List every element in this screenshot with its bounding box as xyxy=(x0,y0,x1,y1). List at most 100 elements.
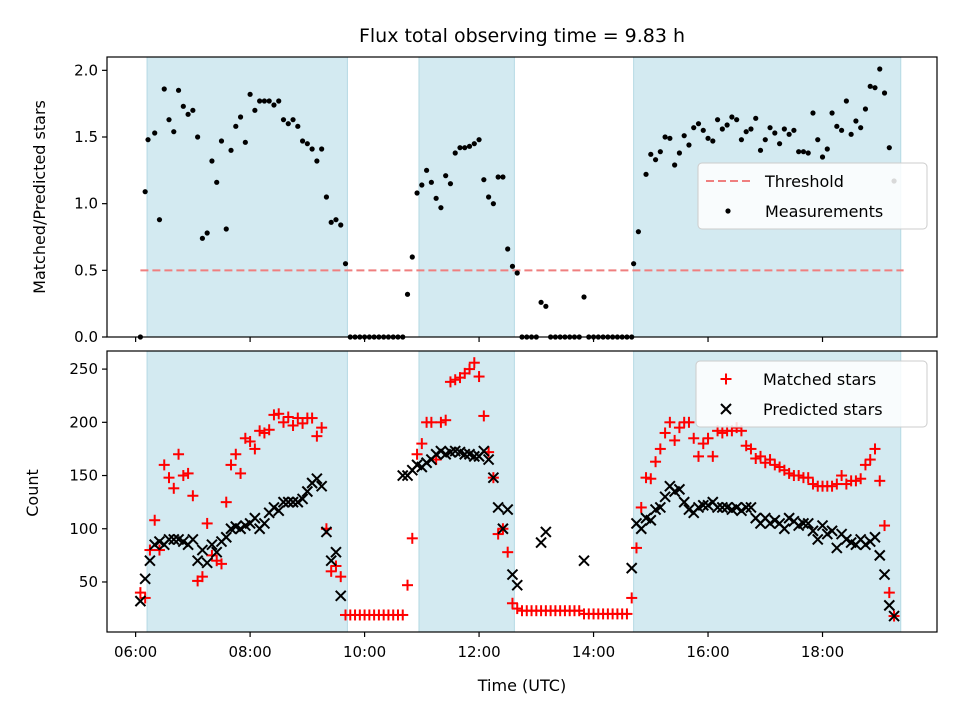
measurement-point xyxy=(872,85,878,91)
measurement-point xyxy=(652,157,659,163)
measurement-point xyxy=(314,158,320,164)
matched-star-point xyxy=(879,520,891,532)
matched-star-point xyxy=(702,432,714,444)
x-tick-label: 12:00 xyxy=(457,643,500,661)
measurement-point xyxy=(700,127,706,133)
measurement-point xyxy=(648,151,654,157)
measurement-point xyxy=(223,226,229,232)
measurement-point xyxy=(295,123,301,129)
measurement-point xyxy=(209,158,215,164)
y-tick-label: 50 xyxy=(79,573,98,591)
matched-star-point xyxy=(325,565,337,577)
measurement-point xyxy=(466,143,473,149)
matched-star-point xyxy=(177,470,189,482)
measurement-point xyxy=(319,146,325,152)
measurement-point xyxy=(757,147,764,153)
y-tick-label: 0.5 xyxy=(74,261,98,279)
measurement-point xyxy=(791,127,797,133)
legend-matched-swatch xyxy=(720,373,732,385)
measurement-point xyxy=(428,179,434,185)
x-tick-label: 06:00 xyxy=(114,643,157,661)
matched-star-point xyxy=(144,544,156,556)
matched-star-point xyxy=(850,475,862,487)
measurement-point xyxy=(309,146,315,152)
matched-star-point xyxy=(287,420,299,432)
predicted-star-point xyxy=(311,473,323,485)
measurement-point xyxy=(500,174,506,180)
measurement-point xyxy=(834,123,840,129)
matched-star-point xyxy=(769,459,781,471)
matched-star-point xyxy=(215,558,227,570)
predicted-star-point xyxy=(697,499,709,512)
predicted-star-point xyxy=(196,544,209,556)
matched-star-point xyxy=(630,542,642,554)
matched-star-point xyxy=(669,434,681,446)
measurement-point xyxy=(156,217,163,223)
measurement-point xyxy=(800,149,807,155)
measurement-point xyxy=(443,173,449,179)
matched-star-point xyxy=(168,482,180,494)
matched-star-point xyxy=(864,454,876,466)
legend-box xyxy=(697,162,928,230)
matched-star-point xyxy=(807,478,819,490)
measurement-point xyxy=(142,189,148,195)
measurement-point xyxy=(886,145,892,151)
matched-star-point xyxy=(764,454,776,466)
measurement-point xyxy=(538,299,544,305)
predicted-star-point xyxy=(482,453,495,466)
measurement-point xyxy=(247,91,253,97)
matched-star-point xyxy=(673,422,685,434)
observing-window-ratio-0 xyxy=(146,56,348,338)
matched-star-point xyxy=(149,514,161,526)
measurement-point xyxy=(195,134,201,140)
matched-star-point xyxy=(335,571,347,583)
matched-star-point xyxy=(707,450,719,462)
count-panel: 50 100 150 200 250 06:00 08:00 10:00 12:00 14:00 1… xyxy=(69,350,938,661)
matched-star-point xyxy=(316,422,328,434)
predicted-star-point xyxy=(492,501,504,514)
measurement-point xyxy=(848,131,854,137)
measurement-point xyxy=(724,122,730,128)
matched-star-point xyxy=(802,472,814,484)
measurement-point xyxy=(877,66,883,72)
predicted-star-point xyxy=(883,599,896,612)
measurement-point xyxy=(819,154,826,160)
matched-star-point xyxy=(793,470,805,482)
measurement-point xyxy=(643,171,649,177)
predicted-star-point xyxy=(478,445,490,457)
axes-frame-ratio xyxy=(106,56,938,338)
measurement-point xyxy=(843,98,849,104)
predicted-star-point xyxy=(258,517,271,530)
matched-star-point xyxy=(435,416,447,428)
measurement-point xyxy=(471,141,477,147)
predicted-star-point xyxy=(287,496,299,508)
measurement-point xyxy=(681,133,687,139)
measurement-point xyxy=(691,125,697,131)
measurement-point xyxy=(815,137,821,143)
measurement-point xyxy=(438,205,444,211)
measurement-point xyxy=(719,126,725,132)
measurement-point xyxy=(743,129,749,135)
matched-star-point xyxy=(230,448,242,460)
matched-star-point xyxy=(402,579,414,591)
measurement-point xyxy=(242,139,248,145)
matched-star-point xyxy=(201,517,213,529)
matched-star-point xyxy=(411,448,423,460)
measurement-point xyxy=(657,149,663,155)
measurement-point xyxy=(514,270,520,276)
predicted-star-point xyxy=(220,531,232,543)
predicted-star-point xyxy=(187,533,199,546)
predicted-star-point xyxy=(711,501,724,514)
x-tick-label: 08:00 xyxy=(228,643,271,661)
predicted-star-point xyxy=(716,501,729,514)
matched-star-point xyxy=(406,532,418,544)
matched-star-point xyxy=(492,528,504,540)
predicted-star-point xyxy=(740,501,752,514)
measurement-point xyxy=(672,162,678,168)
matched-star-point xyxy=(163,472,175,484)
measurement-point xyxy=(786,131,792,137)
matched-star-point xyxy=(478,410,490,422)
measurement-point xyxy=(748,126,754,132)
measurement-point xyxy=(185,111,191,117)
y-axis-label-count: Count xyxy=(23,469,42,517)
